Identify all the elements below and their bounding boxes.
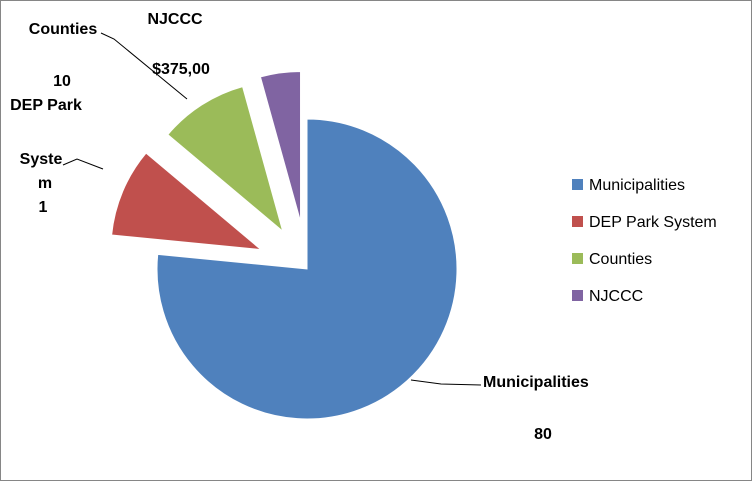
legend-label-counties: Counties: [589, 251, 652, 268]
data-label-dep-park-system: m: [38, 175, 52, 192]
legend-label-dep-park-system: DEP Park System: [589, 214, 717, 231]
pie-slice-dep-park-system: [111, 152, 263, 251]
legend: Municipalities DEP Park System Counties NJC…: [572, 177, 717, 305]
data-label-municipalities: Municipalities: [483, 374, 589, 391]
data-label-dep-park-system: 1: [39, 199, 48, 216]
data-label-njccc: NJCCC: [147, 11, 203, 28]
leader-lines: [62, 32, 482, 386]
legend-label-njccc: NJCCC: [589, 288, 643, 305]
leader-line-counties: [100, 32, 188, 100]
leader-line-dep-park-system: [62, 158, 104, 170]
pie-slice-municipalities: [156, 118, 458, 420]
legend-swatch-dep-park-system: [572, 216, 583, 227]
legend-swatch-counties: [572, 253, 583, 264]
legend-label-municipalities: Municipalities: [589, 177, 685, 194]
legend-swatch-municipalities: [572, 179, 583, 190]
leader-line-municipalities: [410, 379, 482, 386]
pie-slice-counties: [167, 85, 284, 233]
data-label-municipalities: 80: [534, 426, 552, 443]
legend-swatch-njccc: [572, 290, 583, 301]
data-label-dep-park-system: Syste: [20, 151, 63, 168]
data-label-dep-park-system: 10: [53, 73, 71, 90]
pie-slices: [111, 70, 458, 420]
pie-slice-njccc: [259, 70, 302, 222]
data-label-counties: $375,00: [152, 61, 210, 78]
data-label-counties: Counties: [29, 21, 98, 38]
data-labels: Municipalities 80 10 DEP Park Syste m 1 Countie…: [10, 11, 589, 443]
data-label-dep-park-system: DEP Park: [10, 97, 82, 114]
